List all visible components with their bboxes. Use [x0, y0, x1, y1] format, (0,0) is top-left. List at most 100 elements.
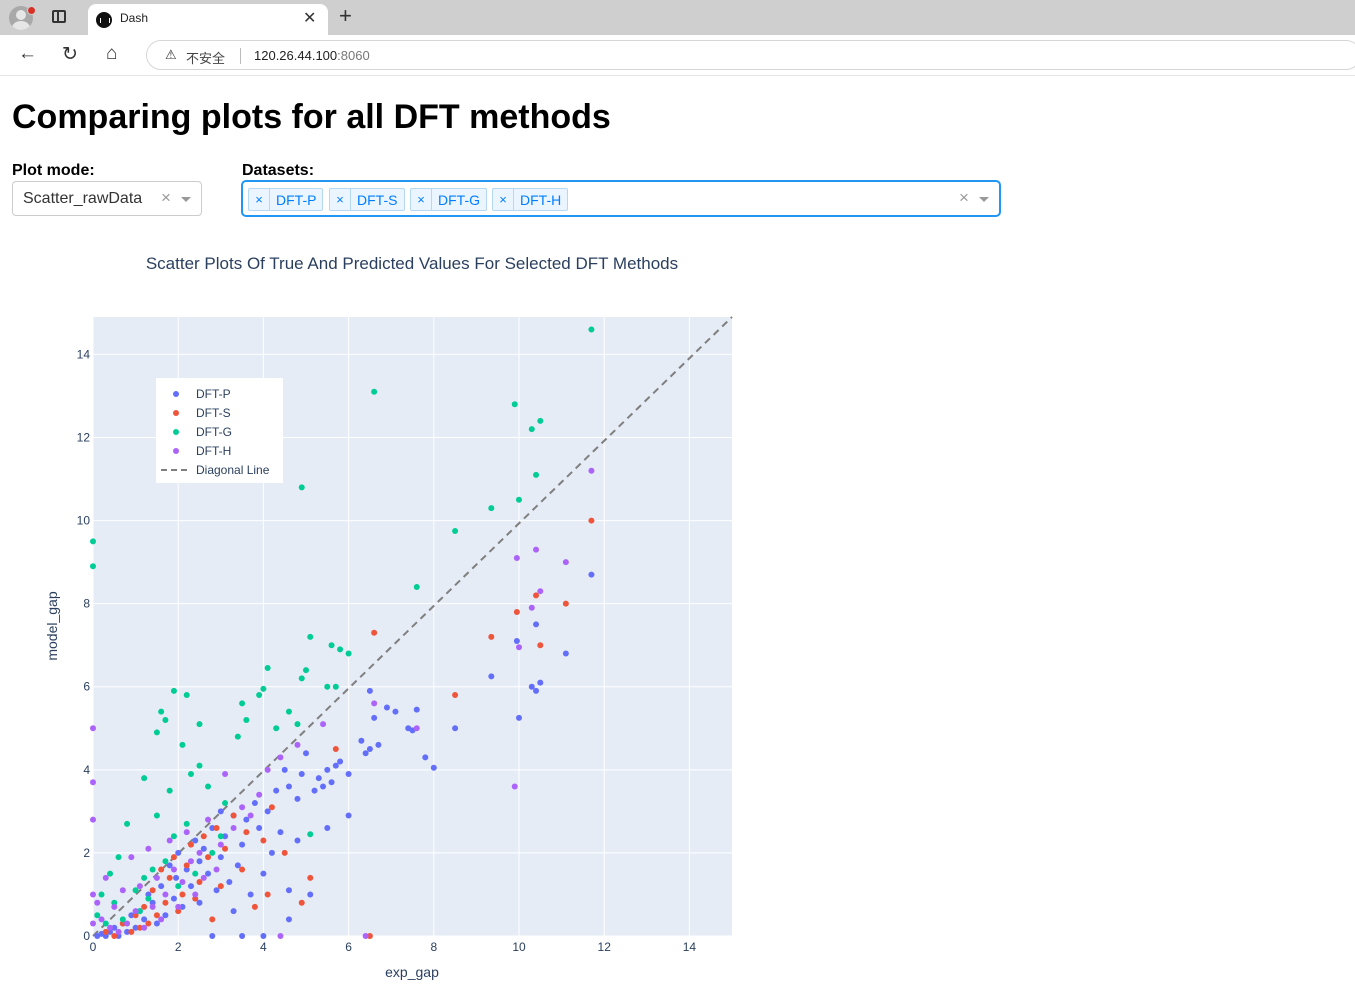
legend-label[interactable]: DFT-H	[196, 444, 231, 458]
data-point[interactable]	[324, 683, 331, 690]
data-point[interactable]	[243, 716, 250, 723]
chip-dft-h[interactable]: × DFT-H	[492, 188, 568, 211]
data-point[interactable]	[324, 766, 331, 773]
data-point[interactable]	[488, 633, 495, 640]
data-point[interactable]	[153, 812, 160, 819]
data-point[interactable]	[200, 833, 207, 840]
data-point[interactable]	[345, 812, 352, 819]
reload-icon[interactable]: ↻	[62, 44, 78, 65]
data-point[interactable]	[362, 750, 369, 757]
data-point[interactable]	[332, 683, 339, 690]
address-bar[interactable]: ⚠ 不安全 120.26.44.100:8060	[146, 40, 1355, 70]
data-point[interactable]	[196, 721, 203, 728]
data-point[interactable]	[234, 862, 241, 869]
data-point[interactable]	[170, 854, 177, 861]
data-point[interactable]	[124, 820, 131, 827]
data-point[interactable]	[513, 554, 520, 561]
data-point[interactable]	[153, 729, 160, 736]
data-point[interactable]	[183, 862, 190, 869]
data-point[interactable]	[132, 924, 139, 931]
data-point[interactable]	[366, 746, 373, 753]
data-point[interactable]	[179, 741, 186, 748]
data-point[interactable]	[260, 685, 267, 692]
data-point[interactable]	[115, 933, 122, 939]
data-point[interactable]	[141, 916, 148, 923]
data-point[interactable]	[196, 858, 203, 865]
legend-label[interactable]: Diagonal Line	[196, 463, 270, 477]
data-point[interactable]	[111, 933, 118, 939]
data-point[interactable]	[205, 816, 212, 823]
data-point[interactable]	[132, 912, 139, 919]
data-point[interactable]	[268, 849, 275, 856]
data-point[interactable]	[170, 895, 177, 902]
data-point[interactable]	[332, 762, 339, 769]
data-point[interactable]	[260, 837, 267, 844]
data-point[interactable]	[209, 933, 216, 939]
data-point[interactable]	[273, 787, 280, 794]
data-point[interactable]	[537, 417, 544, 424]
data-point[interactable]	[162, 899, 169, 906]
scatter-plot[interactable]: Scatter Plots Of True And Predicted Valu…	[0, 240, 750, 995]
data-point[interactable]	[303, 667, 309, 674]
data-point[interactable]	[115, 928, 122, 935]
data-point[interactable]	[588, 517, 595, 524]
data-point[interactable]	[239, 866, 246, 873]
data-point[interactable]	[90, 563, 96, 570]
data-point[interactable]	[366, 687, 373, 694]
data-point[interactable]	[251, 903, 258, 910]
home-icon[interactable]: ⌂	[106, 43, 118, 64]
data-point[interactable]	[217, 808, 224, 815]
data-point[interactable]	[452, 527, 459, 534]
chip-remove-icon[interactable]: ×	[411, 189, 432, 210]
data-point[interactable]	[243, 816, 250, 823]
data-point[interactable]	[251, 800, 258, 807]
data-point[interactable]	[366, 933, 373, 939]
data-point[interactable]	[162, 891, 169, 898]
data-point[interactable]	[307, 874, 314, 881]
data-point[interactable]	[173, 874, 180, 881]
data-point[interactable]	[209, 824, 216, 831]
data-point[interactable]	[281, 766, 288, 773]
data-point[interactable]	[205, 783, 212, 790]
data-point[interactable]	[153, 912, 160, 919]
data-point[interactable]	[124, 928, 131, 935]
data-point[interactable]	[533, 621, 540, 628]
data-point[interactable]	[273, 725, 280, 732]
data-point[interactable]	[115, 854, 122, 861]
data-point[interactable]	[111, 899, 118, 906]
browser-tab[interactable]: Dash ✕	[88, 4, 328, 35]
data-point[interactable]	[528, 604, 535, 611]
data-point[interactable]	[200, 874, 207, 881]
data-point[interactable]	[162, 858, 169, 865]
data-point[interactable]	[107, 924, 114, 931]
data-point[interactable]	[111, 924, 118, 931]
data-point[interactable]	[277, 933, 284, 939]
data-point[interactable]	[149, 899, 156, 906]
data-point[interactable]	[588, 467, 595, 474]
data-point[interactable]	[452, 725, 459, 732]
data-point[interactable]	[119, 916, 126, 923]
data-point[interactable]	[158, 916, 165, 923]
data-point[interactable]	[170, 833, 177, 840]
data-point[interactable]	[102, 928, 109, 935]
data-point[interactable]	[187, 770, 194, 777]
data-point[interactable]	[162, 912, 169, 919]
data-point[interactable]	[175, 903, 182, 910]
legend-label[interactable]: DFT-G	[196, 425, 232, 439]
data-point[interactable]	[230, 824, 237, 831]
data-point[interactable]	[226, 878, 233, 885]
data-point[interactable]	[102, 874, 109, 881]
data-point[interactable]	[256, 692, 263, 699]
data-point[interactable]	[264, 766, 271, 773]
data-point[interactable]	[145, 920, 152, 927]
data-point[interactable]	[217, 833, 224, 840]
data-point[interactable]	[124, 920, 131, 927]
data-point[interactable]	[149, 866, 156, 873]
data-point[interactable]	[371, 388, 378, 395]
data-point[interactable]	[90, 538, 96, 545]
data-point[interactable]	[260, 933, 267, 939]
data-point[interactable]	[533, 687, 540, 694]
chip-dft-g[interactable]: × DFT-G	[410, 188, 487, 211]
chip-remove-icon[interactable]: ×	[249, 189, 270, 210]
legend[interactable]: DFT-P DFT-S DFT-G DFT-H Diagonal Line	[156, 378, 283, 483]
